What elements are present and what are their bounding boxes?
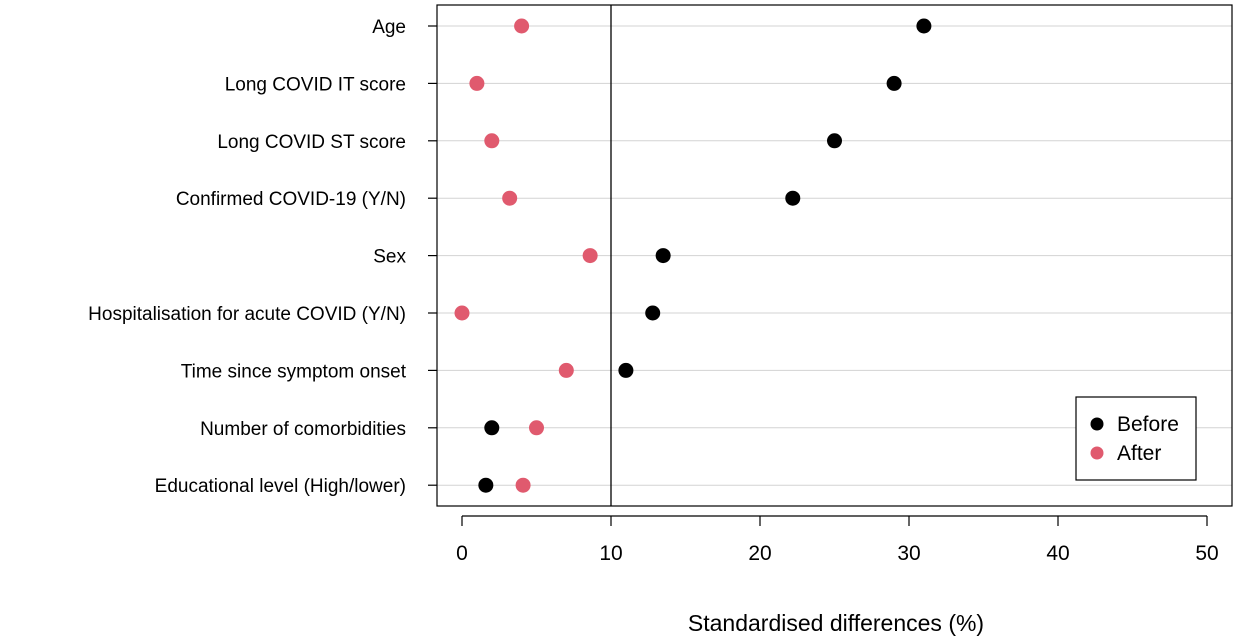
category-label: Long COVID ST score — [217, 132, 406, 153]
point-before — [886, 75, 902, 91]
point-before — [655, 248, 671, 264]
x-tick-label: 50 — [1195, 542, 1218, 565]
point-after — [454, 305, 470, 321]
point-after — [484, 133, 500, 149]
category-label: Educational level (High/lower) — [155, 476, 406, 497]
category-label: Number of comorbidities — [200, 419, 406, 440]
point-before — [827, 133, 842, 149]
category-label: Age — [372, 17, 406, 38]
legend: Before After — [1075, 396, 1197, 481]
x-tick-label: 20 — [748, 542, 771, 565]
point-after — [529, 420, 544, 436]
point-before — [645, 305, 661, 321]
x-axis-title: Standardised differences (%) — [688, 610, 984, 636]
y-axis-ticks — [428, 25, 437, 486]
point-before — [478, 477, 494, 493]
point-before — [916, 18, 932, 34]
legend-marker-after — [1090, 446, 1104, 460]
x-tick-label: 40 — [1046, 542, 1069, 565]
y-axis-category-labels: Age Long COVID IT score Long COVID ST scor… — [88, 17, 407, 497]
point-after — [582, 248, 598, 264]
category-label: Hospitalisation for acute COVID (Y/N) — [88, 304, 406, 325]
point-before — [618, 362, 634, 378]
category-label: Long COVID IT score — [225, 74, 406, 95]
x-axis: 0 10 20 30 40 50 — [456, 515, 1219, 565]
point-after — [514, 18, 530, 34]
data-points — [454, 18, 932, 493]
point-before — [785, 190, 801, 206]
x-tick-label: 0 — [456, 542, 468, 565]
legend-box — [1075, 396, 1197, 481]
point-after — [502, 190, 518, 206]
legend-label-after: After — [1117, 442, 1161, 465]
point-after — [558, 362, 574, 378]
category-label: Time since symptom onset — [181, 361, 407, 382]
point-after — [469, 75, 485, 91]
legend-label-before: Before — [1117, 413, 1179, 436]
category-label: Confirmed COVID-19 (Y/N) — [176, 189, 406, 210]
point-after — [515, 477, 531, 493]
category-label: Sex — [373, 247, 406, 268]
legend-marker-before — [1090, 417, 1104, 431]
point-before — [484, 420, 500, 436]
x-tick-label: 10 — [599, 542, 622, 565]
x-tick-label: 30 — [897, 542, 920, 565]
